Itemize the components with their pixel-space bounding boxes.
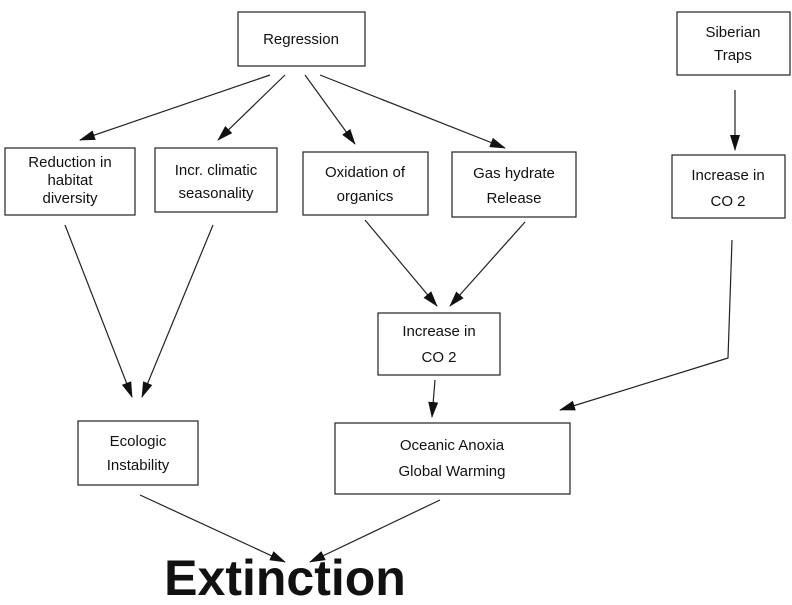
labels: Regression Siberian Traps Reduction in h… — [28, 24, 764, 605]
edge — [449, 221, 526, 307]
node-box — [676, 11, 791, 76]
edge — [139, 494, 286, 563]
node-label: Traps — [714, 47, 752, 64]
title-label: Extinction — [164, 550, 406, 605]
node-label: Increase in — [402, 323, 475, 340]
node-box — [302, 151, 429, 216]
edge — [304, 74, 356, 145]
edge — [559, 239, 733, 411]
node-label: organics — [337, 188, 394, 205]
node-label: Reduction in — [28, 154, 111, 171]
node-box — [4, 147, 136, 216]
edge — [64, 224, 133, 398]
edge — [428, 379, 439, 418]
edge — [364, 219, 438, 307]
node-label: Regression — [263, 31, 339, 48]
node-label: CO 2 — [421, 349, 456, 366]
node-box — [377, 312, 501, 376]
node-box — [237, 11, 366, 67]
node-label: Oxidation of — [325, 164, 406, 181]
edge — [79, 74, 271, 141]
node-box — [334, 422, 571, 495]
node-label: Gas hydrate — [473, 165, 555, 182]
node-box — [77, 420, 199, 486]
node-label: Ecologic — [110, 433, 167, 450]
node-box — [154, 147, 278, 213]
node-label: Release — [486, 190, 541, 207]
node-label: habitat — [47, 172, 93, 189]
boxes — [4, 11, 791, 495]
node-box — [671, 154, 786, 219]
node-label: Instability — [107, 457, 170, 474]
node-label: Global Warming — [399, 463, 506, 480]
node-label: Incr. climatic — [175, 162, 258, 179]
edge — [319, 74, 506, 149]
node-label: Increase in — [691, 167, 764, 184]
edge — [309, 499, 441, 563]
edge — [217, 74, 286, 141]
node-label: Oceanic Anoxia — [400, 437, 505, 454]
node-label: seasonality — [178, 185, 254, 202]
node-box — [451, 151, 577, 218]
node-label: Siberian — [705, 24, 760, 41]
edges — [64, 74, 740, 563]
node-label: diversity — [42, 190, 98, 207]
node-label: CO 2 — [710, 193, 745, 210]
edge — [141, 224, 214, 398]
